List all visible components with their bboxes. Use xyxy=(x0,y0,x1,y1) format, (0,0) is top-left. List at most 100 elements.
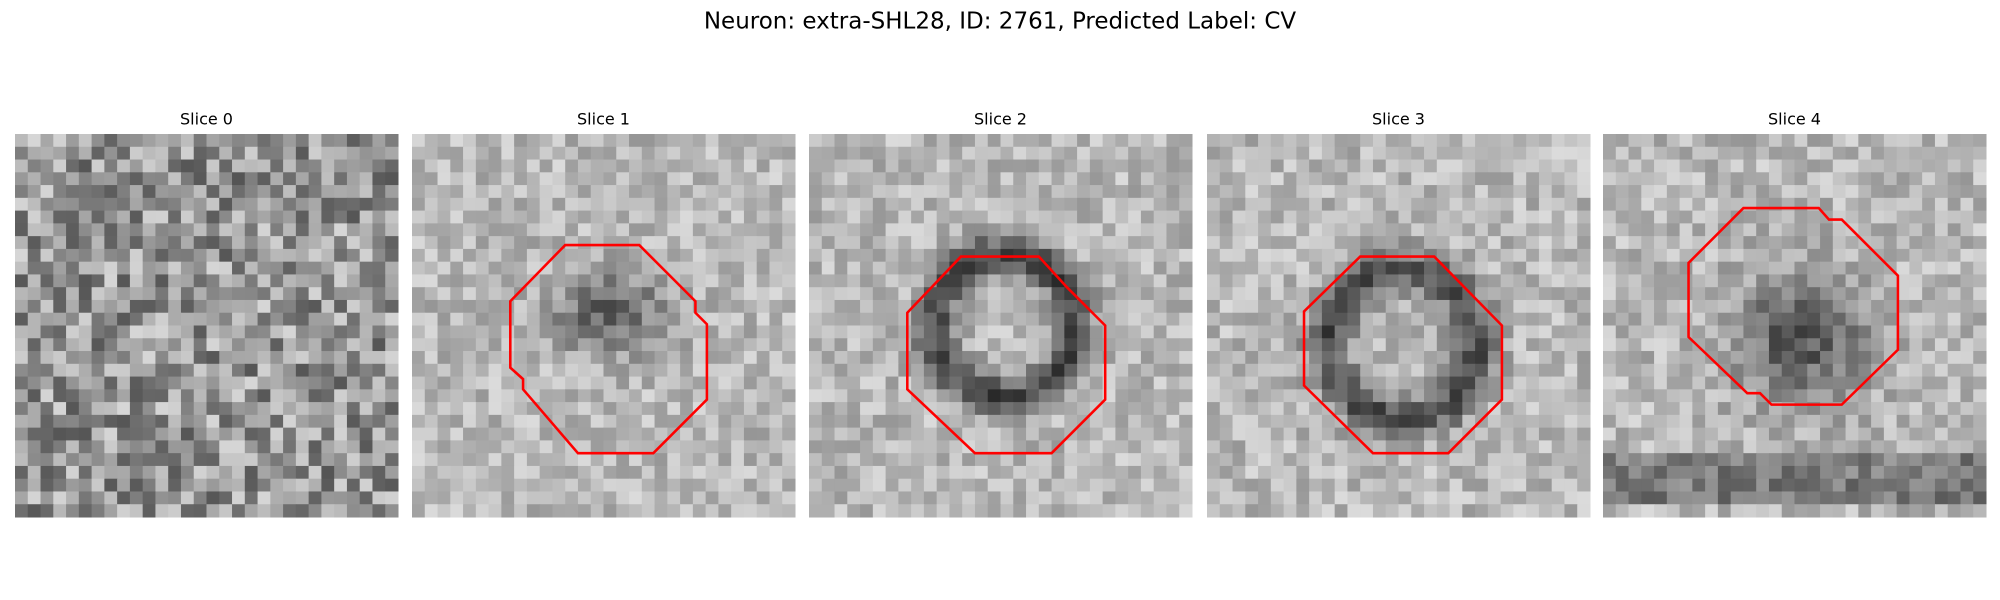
pixel xyxy=(821,504,836,518)
pixel xyxy=(1820,146,1834,161)
pixel xyxy=(1666,389,1681,403)
pixel xyxy=(1089,504,1104,518)
pixel xyxy=(155,223,169,237)
pixel xyxy=(1334,172,1348,186)
pixel xyxy=(1705,312,1719,327)
pixel xyxy=(1577,223,1591,237)
pixel xyxy=(1449,414,1463,429)
pixel xyxy=(1615,389,1630,403)
pixel xyxy=(1500,389,1514,403)
pixel xyxy=(1462,414,1476,429)
pixel xyxy=(1513,185,1527,199)
pixel xyxy=(1102,210,1116,224)
pixel xyxy=(526,338,541,352)
pixel xyxy=(756,248,770,263)
pixel xyxy=(1768,134,1783,148)
pixel xyxy=(488,287,502,301)
pixel xyxy=(949,223,963,237)
pixel xyxy=(1411,325,1425,339)
pixel xyxy=(488,261,502,275)
pixel xyxy=(1038,389,1053,403)
pixel xyxy=(1475,312,1489,327)
pixel xyxy=(577,414,592,429)
pixel xyxy=(962,389,976,403)
pixel xyxy=(1538,185,1553,199)
pixel xyxy=(244,338,259,352)
pixel xyxy=(1654,453,1668,467)
pixel xyxy=(936,504,950,518)
pixel xyxy=(1538,351,1553,365)
pixel xyxy=(987,440,1002,454)
pixel xyxy=(705,427,719,441)
pixel xyxy=(1411,427,1425,441)
pixel xyxy=(450,261,464,275)
pixel xyxy=(1820,427,1834,441)
pixel xyxy=(1038,236,1053,250)
pixel xyxy=(1973,159,1987,173)
pixel xyxy=(603,274,617,288)
pixel xyxy=(641,134,656,148)
pixel xyxy=(257,389,271,403)
pixel xyxy=(1064,159,1078,173)
pixel xyxy=(743,299,758,314)
pixel xyxy=(1038,312,1053,327)
pixel xyxy=(385,504,399,518)
pixel xyxy=(1973,440,1987,454)
pixel xyxy=(1360,223,1374,237)
pixel xyxy=(1973,236,1987,250)
pixel xyxy=(283,236,297,250)
pixel xyxy=(257,440,271,454)
pixel xyxy=(1270,338,1285,352)
pixel xyxy=(1207,402,1221,416)
pixel xyxy=(705,134,719,148)
pixel xyxy=(1871,185,1885,199)
pixel xyxy=(1603,185,1617,199)
pixel xyxy=(834,402,848,416)
pixel xyxy=(1179,287,1193,301)
pixel xyxy=(1820,274,1834,288)
pixel xyxy=(1026,389,1040,403)
pixel xyxy=(1000,172,1014,186)
pixel xyxy=(15,172,29,186)
pixel xyxy=(705,185,719,199)
pixel xyxy=(40,504,54,518)
pixel xyxy=(1077,236,1091,250)
pixel xyxy=(1475,478,1489,492)
pixel xyxy=(641,414,656,429)
pixel xyxy=(1820,389,1834,403)
pixel xyxy=(40,325,54,339)
pixel xyxy=(168,402,182,416)
pixel xyxy=(1832,440,1847,454)
pixel xyxy=(821,287,836,301)
pixel xyxy=(1768,274,1783,288)
pixel xyxy=(232,299,246,314)
pixel xyxy=(78,338,93,352)
pixel xyxy=(1207,248,1221,263)
pixel xyxy=(334,159,348,173)
pixel xyxy=(1038,338,1053,352)
pixel xyxy=(1321,248,1336,263)
pixel xyxy=(488,478,502,492)
pixel xyxy=(321,325,335,339)
pixel xyxy=(1807,223,1821,237)
pixel xyxy=(641,453,656,467)
pixel xyxy=(769,210,783,224)
pixel xyxy=(1896,248,1910,263)
pixel xyxy=(1756,351,1770,365)
pixel xyxy=(321,414,335,429)
pixel xyxy=(603,402,617,416)
pixel xyxy=(1603,338,1617,352)
pixel xyxy=(1538,402,1553,416)
pixel xyxy=(860,465,874,480)
pixel xyxy=(1717,159,1732,173)
pixel xyxy=(142,338,156,352)
pixel xyxy=(244,427,259,441)
pixel xyxy=(1487,185,1502,199)
pixel xyxy=(680,478,694,492)
pixel xyxy=(1089,338,1104,352)
pixel xyxy=(1934,440,1949,454)
pixel xyxy=(590,351,605,365)
pixel xyxy=(821,363,836,378)
pixel xyxy=(1820,376,1834,390)
pixel xyxy=(117,197,131,212)
